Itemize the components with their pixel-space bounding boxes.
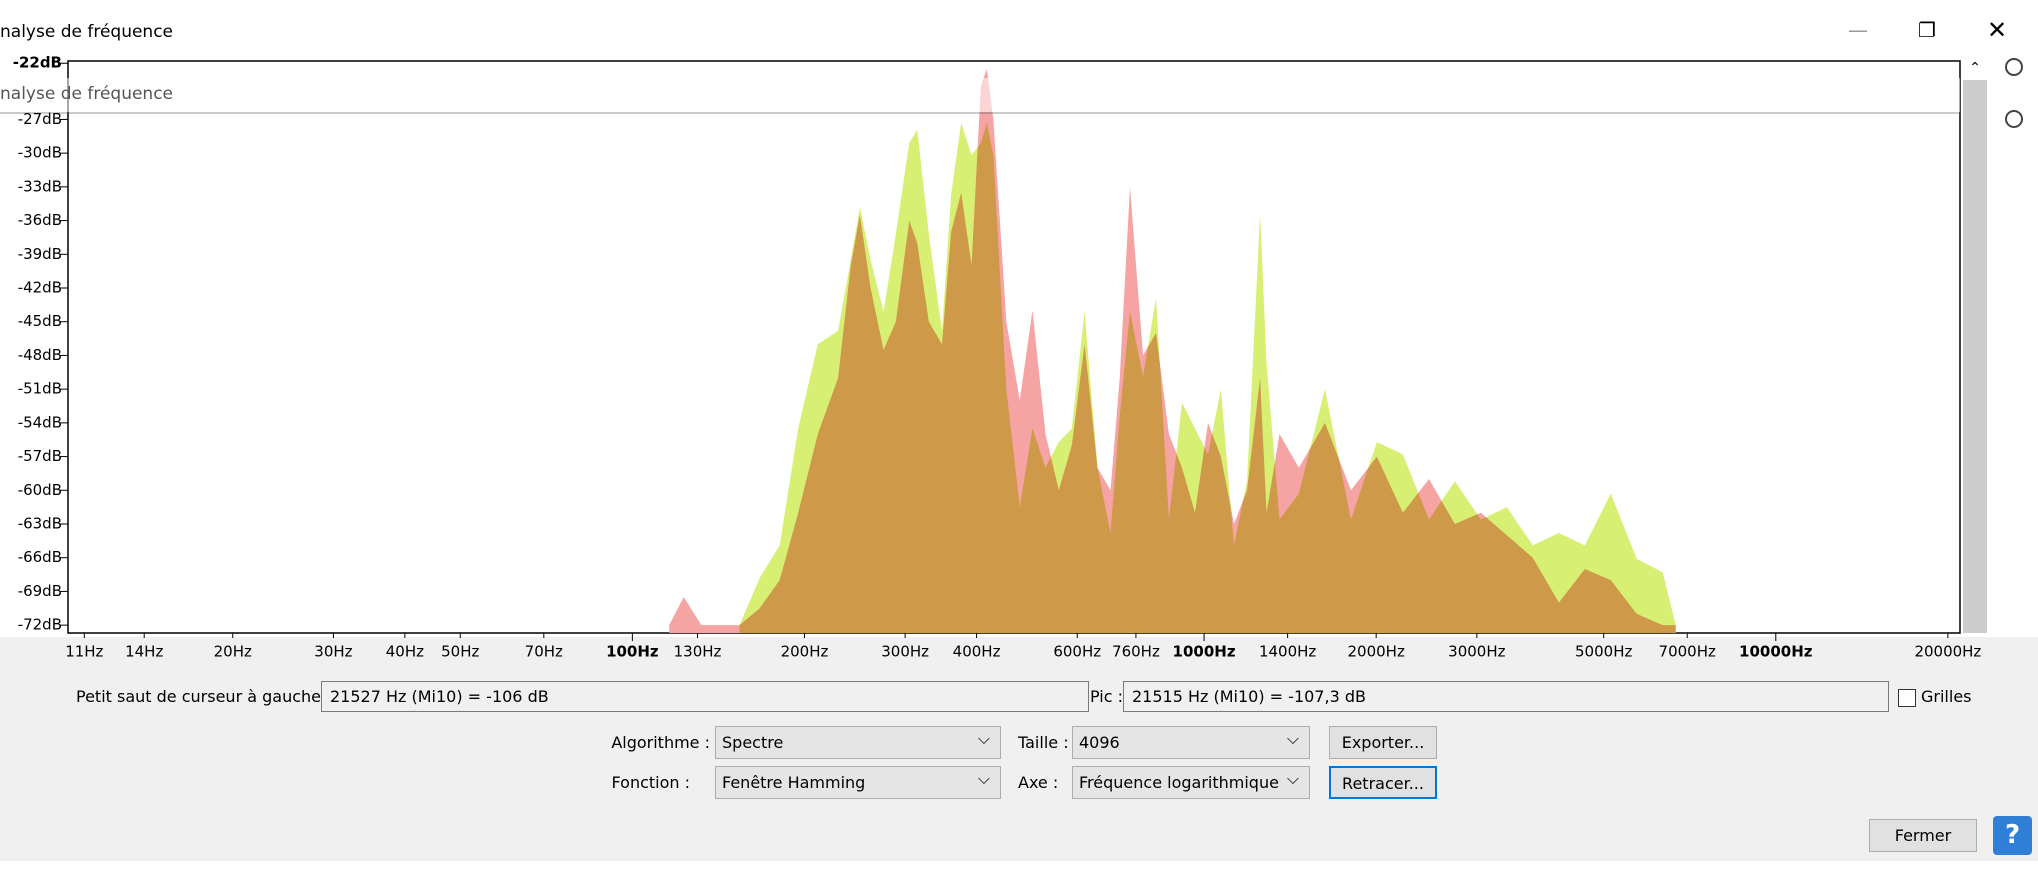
spectrum-chart: nalyse de fréquence ⌃ -22dB -27dB -30dB -33… xyxy=(0,54,2023,661)
x-tick-label: 130Hz xyxy=(674,643,722,661)
ghost-bar xyxy=(0,78,1960,112)
x-tick-label: 70Hz xyxy=(525,643,563,661)
x-tick-label: 600Hz xyxy=(1053,643,1101,661)
scrollbar[interactable] xyxy=(1963,80,1987,633)
grid-checkbox[interactable] xyxy=(1898,689,1916,707)
x-tick-label: 300Hz xyxy=(881,643,929,661)
restore[interactable]: ❐ xyxy=(1918,18,1936,42)
zoom-icon[interactable] xyxy=(2005,110,2023,128)
y-tick-label: -66dB xyxy=(18,548,62,566)
help-button[interactable]: ? xyxy=(1993,816,2032,855)
x-tick-label: 50Hz xyxy=(441,643,479,661)
size-select[interactable]: 4096 xyxy=(1072,723,1310,759)
x-tick-label: 10000Hz xyxy=(1739,643,1813,661)
peak-field: 21515 Hz (Mi10) = -107,3 dB xyxy=(1123,681,1889,712)
minimize[interactable]: — xyxy=(1848,18,1868,42)
function-label: Fonction : xyxy=(611,773,690,792)
y-tick-label: -63dB xyxy=(18,514,62,532)
x-tick-label: 20Hz xyxy=(214,643,252,661)
x-tick-label: 1400Hz xyxy=(1259,643,1316,661)
x-tick-label: 11Hz xyxy=(65,643,103,661)
y-tick-label: -48dB xyxy=(18,346,62,364)
x-tick-label: 400Hz xyxy=(953,643,1001,661)
x-tick-label: 760Hz xyxy=(1112,643,1160,661)
x-tick-label: 40Hz xyxy=(386,643,424,661)
algorithm-label: Algorithme : xyxy=(611,733,710,752)
y-tick-label: -36dB xyxy=(18,211,62,229)
cursor-field: 21527 Hz (Mi10) = -106 dB xyxy=(321,681,1089,712)
plot-area xyxy=(669,68,1676,634)
y-tick-label: -22dB xyxy=(13,54,62,72)
spectrum-area xyxy=(669,68,1676,634)
cursor-label: Petit saut de curseur à gauche : xyxy=(76,687,332,706)
close[interactable]: ✕ xyxy=(1987,16,2008,44)
y-tick-label: -30dB xyxy=(18,144,62,162)
y-tick-label: -54dB xyxy=(18,413,62,431)
window-title: nalyse de fréquence xyxy=(0,22,174,42)
y-tick-label: -57dB xyxy=(18,447,62,465)
x-tick-label: 14Hz xyxy=(125,643,163,661)
export-button[interactable]: Exporter... xyxy=(1329,726,1437,759)
y-tick-label: -51dB xyxy=(18,380,62,398)
x-tick-label: 3000Hz xyxy=(1448,643,1505,661)
y-tick-label: -39dB xyxy=(18,245,62,263)
x-tick-label: 5000Hz xyxy=(1575,643,1632,661)
zoom-icon[interactable] xyxy=(2005,58,2023,76)
grid-label: Grilles xyxy=(1921,687,1972,706)
y-tick-label: -60dB xyxy=(18,481,62,499)
x-tick-label: 7000Hz xyxy=(1659,643,1716,661)
size-label: Taille : xyxy=(1018,733,1069,752)
x-tick-label: 20000Hz xyxy=(1914,643,1981,661)
x-tick-label: 1000Hz xyxy=(1173,643,1236,661)
replot-button[interactable]: Retracer... xyxy=(1329,766,1437,799)
x-tick-label: 30Hz xyxy=(314,643,352,661)
y-tick-label: -45dB xyxy=(18,312,62,330)
y-tick-label: -72dB xyxy=(18,616,62,634)
function-select[interactable]: Fenêtre Hamming xyxy=(715,763,1001,799)
scroll-up[interactable]: ⌃ xyxy=(1969,60,1981,76)
close-button[interactable]: Fermer xyxy=(1869,819,1977,852)
x-tick-label: 2000Hz xyxy=(1348,643,1405,661)
y-tick-label: -33dB xyxy=(18,177,62,195)
peak-label: Pic : xyxy=(1090,687,1124,706)
ghost-title: nalyse de fréquence xyxy=(0,84,173,104)
axis-label: Axe : xyxy=(1018,773,1059,792)
y-tick-label: -42dB xyxy=(18,279,62,297)
x-tick-label: 200Hz xyxy=(781,643,829,661)
axis-select[interactable]: Fréquence logarithmique xyxy=(1072,763,1310,799)
y-tick-label: -27dB xyxy=(18,110,62,128)
y-tick-label: -69dB xyxy=(18,582,62,600)
control-panel xyxy=(0,637,2038,861)
x-tick-label: 100Hz xyxy=(606,643,659,661)
algorithm-select[interactable]: Spectre xyxy=(715,723,1001,759)
